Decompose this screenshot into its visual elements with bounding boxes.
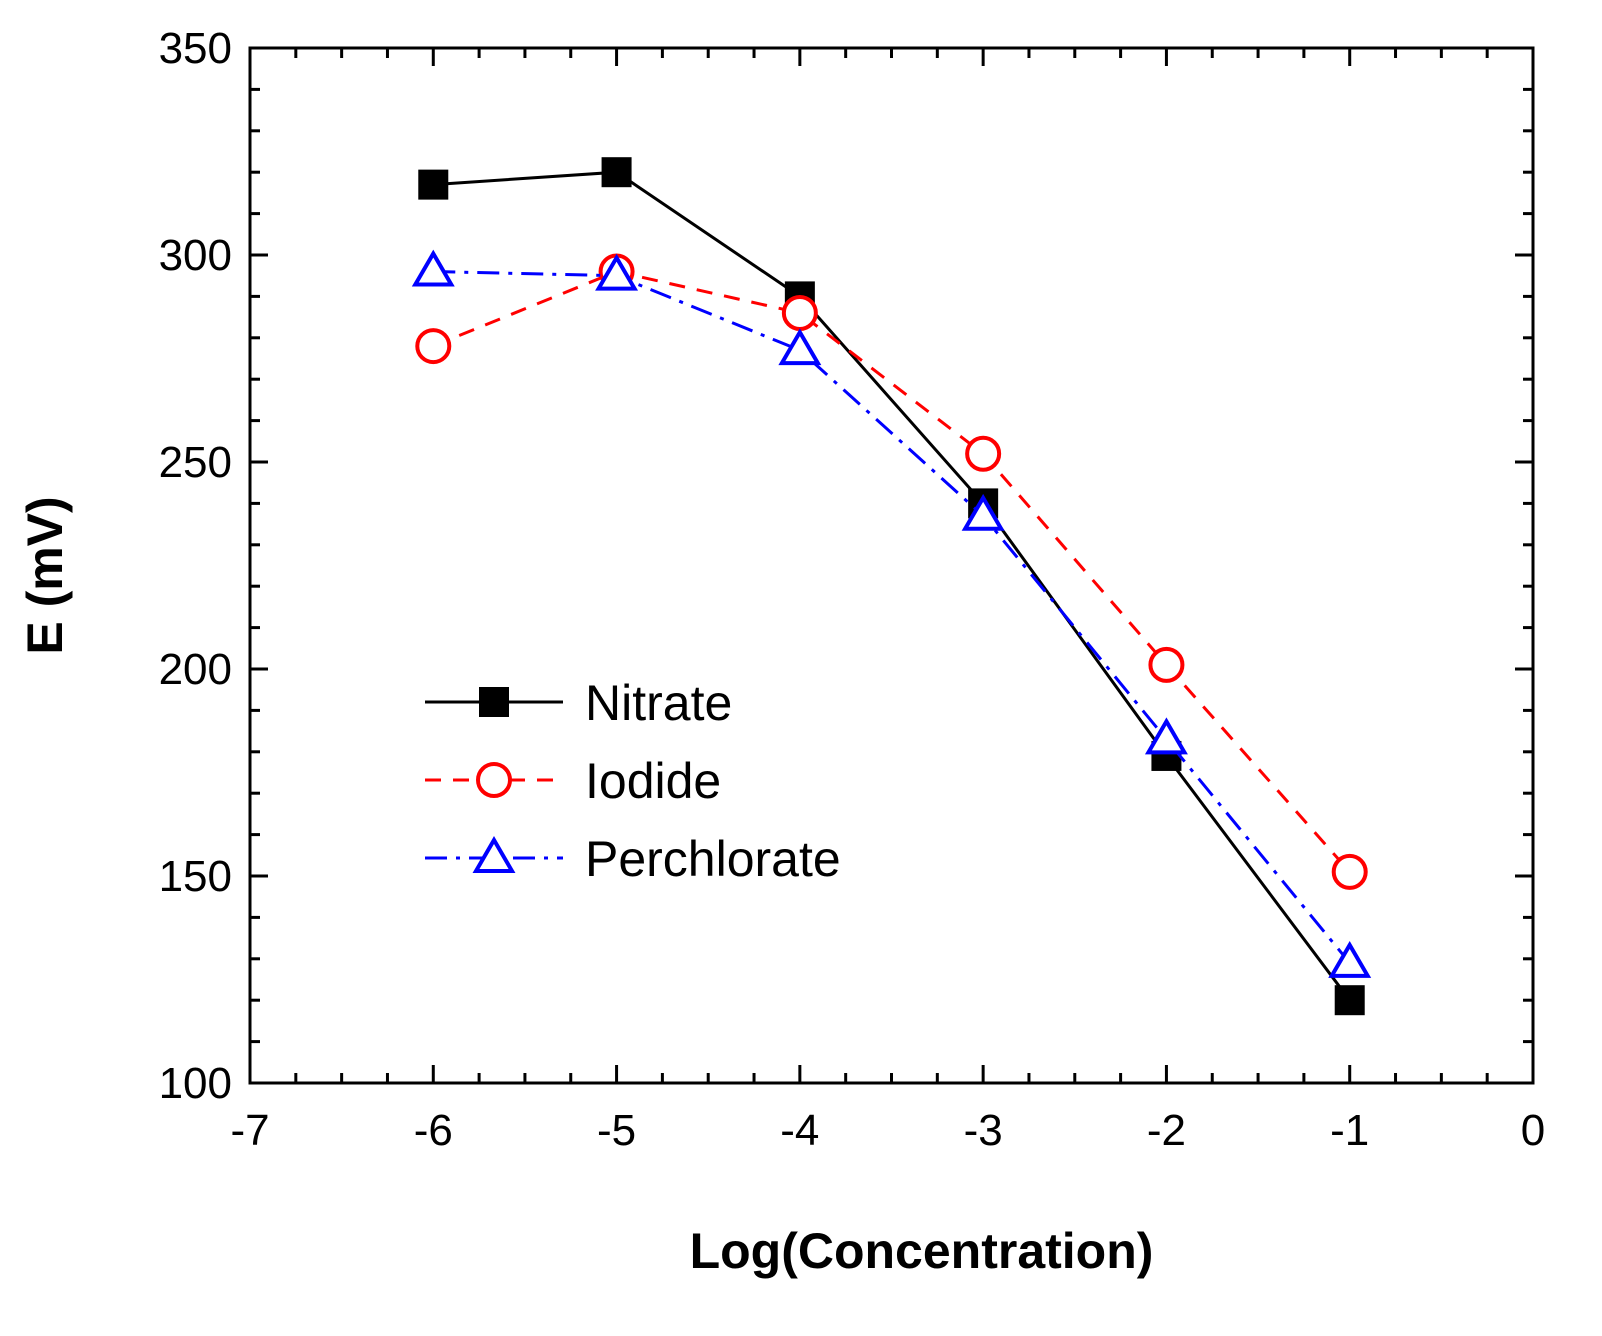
data-point-perchlorate bbox=[1144, 717, 1188, 755]
y-tick-label: 150 bbox=[159, 852, 232, 901]
data-point-perchlorate bbox=[961, 493, 1005, 531]
data-point-iodide bbox=[965, 435, 1002, 472]
y-tick-label: 250 bbox=[159, 438, 232, 487]
data-point-perchlorate bbox=[595, 253, 639, 291]
data-point-perchlorate bbox=[411, 249, 455, 287]
legend-marker-nitrate bbox=[479, 687, 509, 717]
y-tick-label: 300 bbox=[159, 231, 232, 280]
y-tick-label: 100 bbox=[159, 1059, 232, 1108]
legend-marker-iodide bbox=[476, 762, 512, 798]
legend-item-nitrate: Nitrate bbox=[425, 675, 732, 731]
x-axis-title: Log(Concentration) bbox=[690, 1223, 1154, 1279]
plot-frame bbox=[248, 46, 1535, 1085]
series-layer bbox=[411, 157, 1372, 1016]
legend-label-iodide: Iodide bbox=[585, 753, 721, 809]
x-tick-label: 0 bbox=[1521, 1106, 1545, 1155]
data-point-nitrate bbox=[1334, 985, 1365, 1016]
x-tick-label: -2 bbox=[1147, 1106, 1186, 1155]
legend-label-nitrate: Nitrate bbox=[585, 675, 732, 731]
tick-labels: -7 -6 -5 -4 -3 -2 -1 0 100 150 200 250 300 350 bbox=[159, 24, 1546, 1155]
x-tick-label: -1 bbox=[1330, 1106, 1369, 1155]
series-line-perchlorate bbox=[433, 270, 1351, 964]
legend-item-iodide: Iodide bbox=[425, 753, 721, 809]
data-point-iodide bbox=[1148, 646, 1185, 683]
data-point-iodide bbox=[781, 294, 818, 331]
data-point-iodide bbox=[415, 328, 452, 365]
legend: Nitrate Iodide Perchlorate bbox=[425, 675, 841, 887]
y-tick-label: 350 bbox=[159, 24, 232, 73]
x-tick-label: -7 bbox=[230, 1106, 269, 1155]
data-point-perchlorate bbox=[778, 328, 822, 366]
data-point-iodide bbox=[1331, 853, 1368, 890]
legend-label-perchlorate: Perchlorate bbox=[585, 831, 841, 887]
data-point-perchlorate bbox=[1328, 940, 1372, 978]
x-tick-label: -5 bbox=[597, 1106, 636, 1155]
y-axis-title: E (mV) bbox=[17, 496, 73, 654]
data-point-nitrate bbox=[601, 157, 632, 188]
series-perchlorate bbox=[411, 249, 1372, 978]
legend-item-perchlorate: Perchlorate bbox=[425, 831, 841, 887]
x-tick-label: -3 bbox=[964, 1106, 1003, 1155]
series-iodide bbox=[415, 253, 1368, 890]
data-point-nitrate bbox=[418, 169, 449, 200]
legend-marker-perchlorate bbox=[472, 836, 516, 873]
series-line-nitrate bbox=[433, 170, 1351, 1002]
x-tick-label: -6 bbox=[414, 1106, 453, 1155]
x-tick-label: -4 bbox=[780, 1106, 819, 1155]
y-tick-label: 200 bbox=[159, 645, 232, 694]
